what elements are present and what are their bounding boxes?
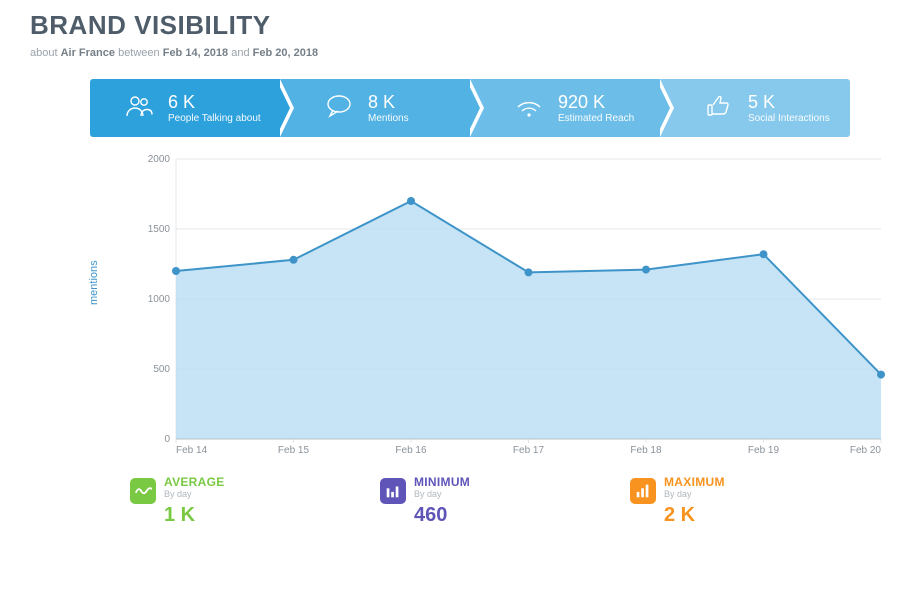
like-icon [704,93,734,124]
svg-text:0: 0 [164,434,170,445]
metric-signal[interactable]: 920 K Estimated Reach [470,79,674,137]
date-end: Feb 20, 2018 [253,47,318,59]
metric-label: People Talking about [168,114,261,124]
signal-icon [514,93,544,124]
stat-maximum-label: MAXIMUM [664,476,725,488]
stat-maximum-sub: By day [664,490,725,499]
chevron-divider [466,79,480,137]
bars-low-icon [380,478,406,504]
metric-label: Mentions [368,114,409,124]
y-axis-title: mentions [88,260,100,305]
chart-region: mentions 0 500 1000 1500 2000 Feb 14 Feb 15 Feb… [80,155,870,464]
page-subtitle: about Air France between Feb 14, 2018 an… [30,47,869,59]
stat-average-value: 1 K [164,505,225,525]
page-title: BRAND VISIBILITY [30,10,869,41]
metric-value: 5 K [748,93,830,111]
stat-minimum: MINIMUM By day 460 [380,476,630,525]
svg-text:Feb 18: Feb 18 [630,445,662,456]
stat-average: AVERAGE By day 1 K [130,476,380,525]
svg-text:Feb 17: Feb 17 [513,445,545,456]
chevron-divider [656,79,670,137]
svg-text:1000: 1000 [148,294,171,305]
stat-minimum-label: MINIMUM [414,476,470,488]
svg-text:Feb 15: Feb 15 [278,445,310,456]
svg-text:Feb 19: Feb 19 [748,445,780,456]
stat-average-label: AVERAGE [164,476,225,488]
stat-average-sub: By day [164,490,225,499]
subtitle-and: and [228,47,252,59]
subtitle-mid: between [115,47,163,59]
chevron-divider [276,79,290,137]
svg-text:Feb 16: Feb 16 [395,445,427,456]
metrics-bar: 6 K People Talking about 8 K Mentions 920 K E… [90,79,850,137]
stat-maximum: MAXIMUM By day 2 K [630,476,880,525]
metric-value: 920 K [558,93,634,111]
metric-like[interactable]: 5 K Social Interactions [660,79,850,137]
svg-text:500: 500 [153,364,170,375]
svg-text:2000: 2000 [148,155,171,165]
wave-icon [130,478,156,504]
stat-minimum-value: 460 [414,505,470,525]
stat-maximum-value: 2 K [664,505,725,525]
speech-icon [324,93,354,124]
stat-minimum-sub: By day [414,490,470,499]
metric-value: 8 K [368,93,409,111]
svg-text:Feb 20: Feb 20 [850,445,882,456]
svg-text:Feb 14: Feb 14 [176,445,208,456]
bars-high-icon [630,478,656,504]
metric-people[interactable]: 6 K People Talking about [90,79,294,137]
svg-text:1500: 1500 [148,224,171,235]
brand-name: Air France [61,47,115,59]
metric-speech[interactable]: 8 K Mentions [280,79,484,137]
subtitle-prefix: about [30,47,61,59]
metric-value: 6 K [168,93,261,111]
metric-label: Social Interactions [748,114,830,124]
people-icon [124,93,154,124]
summary-stats: AVERAGE By day 1 K MINIMUM By day 460 MA… [130,476,890,525]
metric-label: Estimated Reach [558,114,634,124]
mentions-chart: 0 500 1000 1500 2000 Feb 14 Feb 15 Feb 16 Feb 17… [136,155,885,459]
date-start: Feb 14, 2018 [163,47,228,59]
